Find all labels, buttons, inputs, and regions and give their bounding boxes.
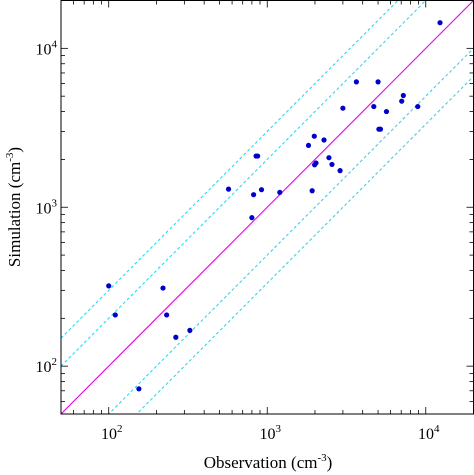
y-tick-label-base: 10 <box>36 359 52 376</box>
data-point <box>225 186 232 192</box>
data-point <box>399 98 405 104</box>
x-tick-label-exponent: 2 <box>117 423 123 435</box>
one-to-one-line <box>61 0 474 414</box>
x-axis-label-text: Observation (cm <box>204 453 318 472</box>
data-point <box>377 126 384 132</box>
data-point <box>337 168 343 174</box>
data-points <box>106 20 443 392</box>
y-tick-label: 102 <box>36 356 58 376</box>
y-axis-label-text: Simulation (cm <box>5 162 24 267</box>
data-point <box>173 334 179 340</box>
x-tick-label-exponent: 4 <box>434 423 440 435</box>
y-axis-label: Simulation (cm-3) <box>4 147 24 267</box>
x-tick-label: 104 <box>418 423 440 443</box>
x-axis-label: Observation (cm-3) <box>204 452 333 472</box>
y-tick-label: 103 <box>36 197 58 217</box>
x-axis-label-close: ) <box>327 453 333 472</box>
x-tick-label-base: 10 <box>260 426 276 443</box>
x-axis-label-exponent: -3 <box>317 452 327 464</box>
reference-lines <box>61 0 474 414</box>
factor-line-2 <box>61 0 428 367</box>
data-point <box>375 79 381 85</box>
data-point <box>187 327 193 333</box>
data-point <box>160 285 166 291</box>
x-tick-label-base: 10 <box>101 426 117 443</box>
data-point <box>136 386 142 392</box>
data-point <box>437 20 443 26</box>
y-tick-label-exponent: 2 <box>52 356 58 368</box>
data-point <box>383 108 390 115</box>
data-point <box>249 215 255 221</box>
data-point <box>258 187 265 193</box>
data-point <box>106 283 112 289</box>
data-point <box>309 188 315 194</box>
data-point <box>371 103 377 110</box>
data-point <box>313 160 319 166</box>
data-point <box>415 103 421 110</box>
y-tick-label: 104 <box>36 38 58 58</box>
data-point <box>250 192 257 198</box>
x-tick-label: 103 <box>260 423 282 443</box>
data-point <box>400 92 406 99</box>
data-point <box>311 133 317 139</box>
data-point <box>329 161 335 168</box>
data-point <box>305 142 312 149</box>
y-tick-label-exponent: 4 <box>52 38 58 50</box>
y-tick-label-base: 10 <box>36 41 52 58</box>
data-point <box>277 189 283 196</box>
data-point <box>164 312 170 318</box>
x-tick-label-base: 10 <box>418 426 434 443</box>
x-tick-label-exponent: 3 <box>276 423 282 435</box>
data-point <box>326 155 332 161</box>
factor-line-0 <box>135 76 474 414</box>
data-point <box>255 153 261 159</box>
factor-line-3 <box>61 0 400 339</box>
data-point <box>321 137 327 143</box>
data-point <box>340 105 346 111</box>
data-point <box>353 79 359 85</box>
data-point <box>112 312 118 318</box>
y-tick-label-exponent: 3 <box>52 197 58 209</box>
factor-line-1 <box>107 47 474 414</box>
y-tick-label-base: 10 <box>36 200 52 217</box>
y-axis-label-close: ) <box>5 147 24 153</box>
y-axis-label-exponent: -3 <box>4 152 16 162</box>
x-tick-label: 102 <box>101 423 123 443</box>
